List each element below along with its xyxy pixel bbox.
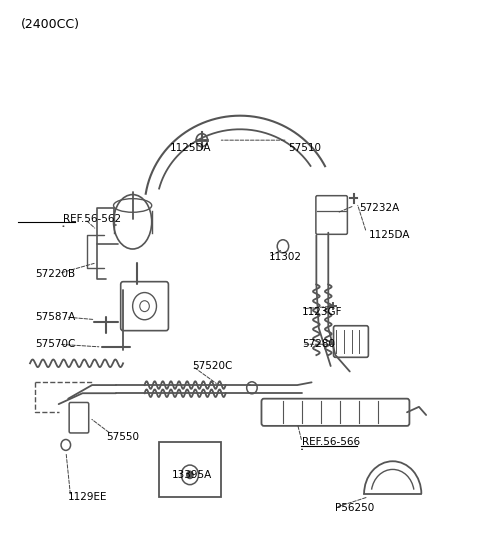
Text: 1125DA: 1125DA xyxy=(369,230,410,240)
Text: P56250: P56250 xyxy=(336,503,375,513)
Text: 57520C: 57520C xyxy=(192,361,233,371)
Text: 1123GF: 1123GF xyxy=(302,307,343,317)
Text: 57587A: 57587A xyxy=(35,312,75,322)
Text: (2400CC): (2400CC) xyxy=(21,18,80,31)
Text: 57550: 57550 xyxy=(107,432,139,442)
Circle shape xyxy=(187,471,193,479)
Text: 13395A: 13395A xyxy=(172,470,213,480)
Text: 1125DA: 1125DA xyxy=(170,143,211,153)
Text: 57280: 57280 xyxy=(302,339,335,349)
Text: 57232A: 57232A xyxy=(360,203,399,213)
Text: REF.56-562: REF.56-562 xyxy=(63,214,121,224)
Text: 11302: 11302 xyxy=(269,252,301,262)
Text: REF.56-566: REF.56-566 xyxy=(302,437,360,447)
Text: 57510: 57510 xyxy=(288,143,321,153)
Text: 57570C: 57570C xyxy=(35,339,75,349)
Text: 1129EE: 1129EE xyxy=(68,492,108,502)
Text: 57220B: 57220B xyxy=(35,269,75,278)
Bar xyxy=(159,442,221,497)
